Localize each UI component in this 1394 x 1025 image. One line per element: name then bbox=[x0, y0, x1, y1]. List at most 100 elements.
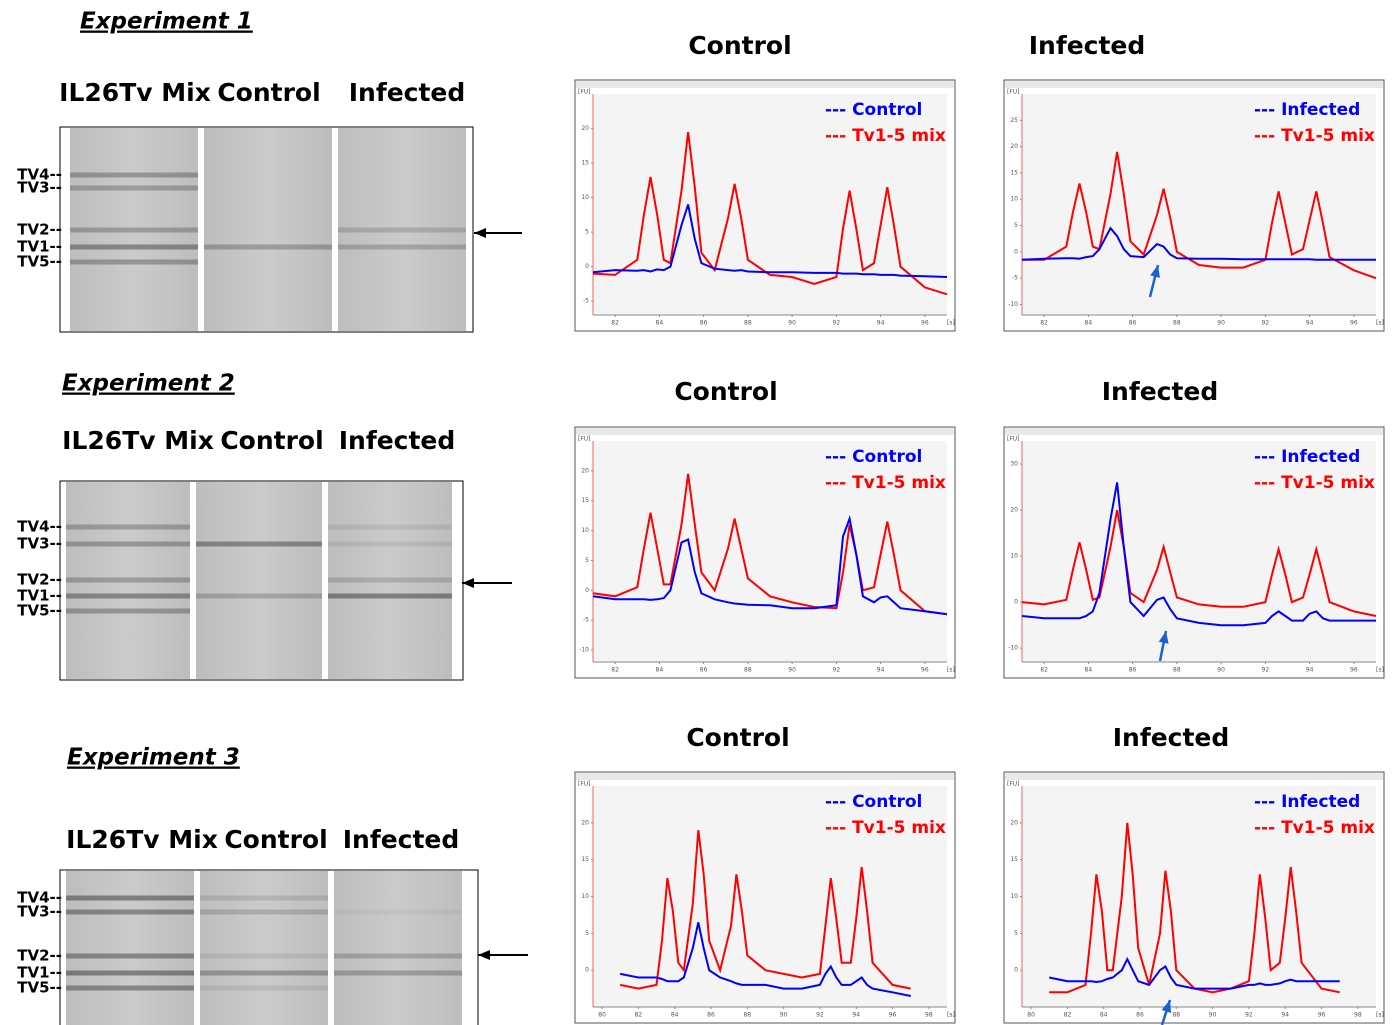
chart-header bbox=[1005, 81, 1383, 88]
lane-label: Control bbox=[220, 426, 323, 455]
gel-band bbox=[66, 593, 190, 599]
x-tick-label: 92 bbox=[833, 667, 841, 674]
y-axis-label: [FU] bbox=[578, 436, 591, 443]
x-tick-label: 96 bbox=[889, 1012, 897, 1019]
x-tick-label: 80 bbox=[598, 1012, 606, 1019]
x-tick-label: 84 bbox=[671, 1012, 679, 1019]
gel-lane bbox=[204, 128, 332, 331]
x-tick-label: 84 bbox=[1100, 1012, 1108, 1019]
gel-lane bbox=[66, 482, 190, 679]
band-label: TV2-- bbox=[17, 221, 62, 239]
gel-band bbox=[66, 970, 194, 976]
gel-band bbox=[70, 244, 198, 250]
gel-band bbox=[200, 909, 328, 915]
band-label: TV4-- bbox=[17, 518, 62, 536]
trace bbox=[620, 922, 911, 997]
band-label: TV2-- bbox=[17, 947, 62, 965]
x-tick-label: 86 bbox=[700, 320, 708, 327]
legend-label: --- Infected bbox=[1254, 100, 1360, 120]
trace bbox=[592, 514, 948, 616]
y-tick-label: -10 bbox=[579, 647, 589, 654]
gel-lane bbox=[66, 871, 194, 1025]
lane-label: Infected bbox=[349, 78, 466, 107]
gel-band bbox=[66, 895, 194, 901]
band-label: TV3-- bbox=[17, 535, 62, 553]
y-tick-label: 5 bbox=[585, 229, 589, 236]
band-label: TV1-- bbox=[17, 964, 62, 982]
band-label: TV5-- bbox=[17, 979, 62, 997]
y-tick-label: 10 bbox=[1010, 553, 1018, 560]
x-tick-label: 86 bbox=[1129, 667, 1137, 674]
band-label: TV4-- bbox=[17, 166, 62, 184]
x-tick-label: 96 bbox=[921, 320, 929, 327]
y-axis-label: [FU] bbox=[1007, 781, 1020, 788]
arrow-head bbox=[478, 950, 490, 960]
y-tick-label: 0 bbox=[585, 587, 589, 594]
x-tick-label: 90 bbox=[1217, 667, 1225, 674]
chart-header bbox=[576, 773, 954, 780]
trace bbox=[620, 830, 911, 990]
lane-label: Infected bbox=[339, 426, 456, 455]
x-tick-label: 98 bbox=[1354, 1012, 1362, 1019]
gel-band bbox=[328, 541, 452, 547]
y-tick-label: 10 bbox=[1010, 893, 1018, 900]
gel-band bbox=[70, 172, 198, 178]
x-tick-label: 86 bbox=[707, 1012, 715, 1019]
legend-label: --- Tv1-5 mix bbox=[825, 818, 946, 838]
plot-area bbox=[593, 441, 947, 662]
x-tick-label: 86 bbox=[1129, 320, 1137, 327]
x-tick-label: 94 bbox=[1306, 667, 1314, 674]
x-tick-label: 96 bbox=[1350, 320, 1358, 327]
lane-label: IL26Tv Mix bbox=[66, 825, 218, 854]
trace bbox=[1049, 822, 1340, 994]
gel-band bbox=[70, 259, 198, 265]
gel-band bbox=[338, 227, 466, 233]
legend-label: --- Tv1-5 mix bbox=[1254, 818, 1375, 838]
x-tick-label: 88 bbox=[744, 320, 752, 327]
lane-label: Control bbox=[217, 78, 320, 107]
y-tick-label: -10 bbox=[1008, 301, 1018, 308]
x-tick-label: 86 bbox=[1136, 1012, 1144, 1019]
chart-title: Control bbox=[688, 31, 791, 60]
x-tick-label: 92 bbox=[816, 1012, 824, 1019]
x-tick-label: 94 bbox=[877, 667, 885, 674]
y-tick-label: 20 bbox=[1010, 143, 1018, 150]
legend-label: --- Infected bbox=[1254, 792, 1360, 812]
gel-band bbox=[200, 985, 328, 991]
y-tick-label: -10 bbox=[1008, 645, 1018, 652]
band-label: TV1-- bbox=[17, 587, 62, 605]
arrow-head bbox=[1161, 1000, 1172, 1013]
y-tick-label: -5 bbox=[1012, 275, 1018, 282]
x-tick-label: 90 bbox=[788, 320, 796, 327]
y-tick-label: 10 bbox=[1010, 196, 1018, 203]
gel-band bbox=[70, 227, 198, 233]
experiment-title: Experiment 1 bbox=[80, 9, 253, 35]
gel-band bbox=[66, 577, 190, 583]
y-tick-label: 25 bbox=[1010, 117, 1018, 124]
arrow-head bbox=[474, 228, 486, 238]
y-tick-label: 15 bbox=[581, 497, 589, 504]
gel-band bbox=[200, 970, 328, 976]
band-label: TV5-- bbox=[17, 253, 62, 271]
y-tick-label: -5 bbox=[583, 298, 589, 305]
x-tick-label: 90 bbox=[1217, 320, 1225, 327]
chart-header bbox=[1005, 773, 1383, 780]
band-label: TV1-- bbox=[17, 238, 62, 256]
x-tick-label: 92 bbox=[1245, 1012, 1253, 1019]
y-tick-label: -5 bbox=[583, 617, 589, 624]
x-axis-label: [s] bbox=[947, 320, 955, 327]
x-axis-label: [s] bbox=[947, 1012, 955, 1019]
y-tick-label: 20 bbox=[581, 125, 589, 132]
gel-band bbox=[200, 895, 328, 901]
chart-title: Infected bbox=[1113, 723, 1230, 752]
gel-lane bbox=[200, 871, 328, 1025]
x-tick-label: 96 bbox=[921, 667, 929, 674]
x-tick-label: 96 bbox=[1350, 667, 1358, 674]
gel-lane bbox=[196, 482, 322, 679]
x-tick-label: 82 bbox=[611, 320, 619, 327]
x-tick-label: 96 bbox=[1318, 1012, 1326, 1019]
lane-label: IL26Tv Mix bbox=[62, 426, 214, 455]
x-tick-label: 82 bbox=[1040, 320, 1048, 327]
gel-lane bbox=[334, 871, 462, 1025]
